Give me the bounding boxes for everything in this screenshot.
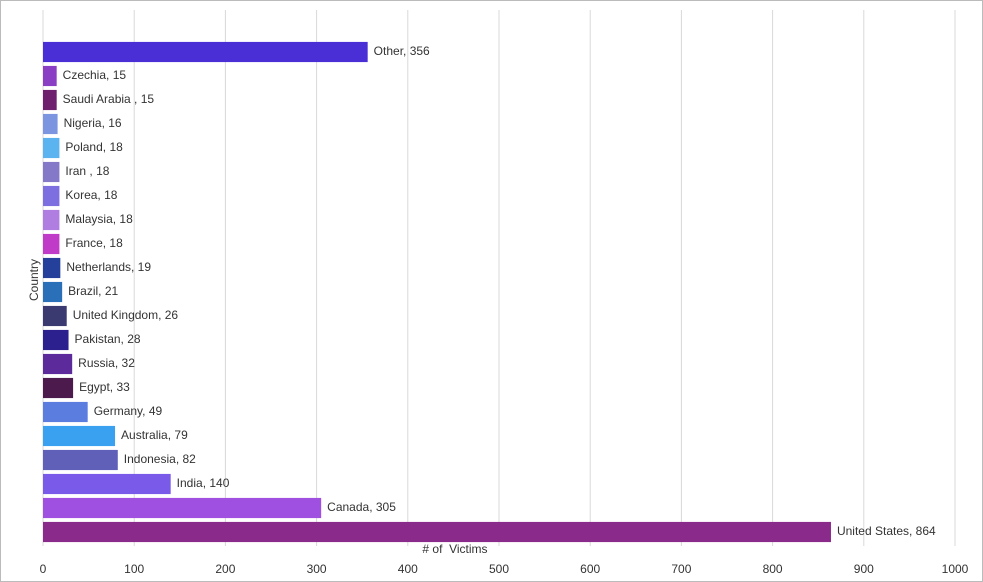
- data-label: Indonesia, 82: [124, 452, 196, 466]
- data-label: Nigeria, 16: [64, 116, 122, 130]
- bar: [43, 305, 67, 327]
- x-tick-label: 100: [124, 562, 144, 576]
- data-label: Netherlands, 19: [66, 260, 151, 274]
- data-label: Saudi Arabia , 15: [63, 92, 155, 106]
- data-label: Egypt, 33: [79, 380, 130, 394]
- data-label: Czechia, 15: [63, 68, 127, 82]
- bar: [43, 353, 73, 375]
- bar: [43, 497, 322, 519]
- bar: [43, 449, 118, 471]
- data-label: Australia, 79: [121, 428, 188, 442]
- x-tick-label: 600: [580, 562, 600, 576]
- data-label: United Kingdom, 26: [73, 308, 179, 322]
- x-tick-label: 1000: [942, 562, 969, 576]
- bar: [43, 377, 74, 399]
- bar: [43, 473, 171, 495]
- bar: [43, 329, 69, 351]
- x-tick-label: 300: [307, 562, 327, 576]
- bar: [43, 281, 63, 303]
- x-tick-label: 700: [671, 562, 691, 576]
- bar: [43, 41, 368, 63]
- data-label: Korea, 18: [65, 188, 117, 202]
- bar: [43, 401, 88, 423]
- x-tick-label: 400: [398, 562, 418, 576]
- data-label: Poland, 18: [65, 140, 123, 154]
- data-label: France, 18: [65, 236, 123, 250]
- x-tick-label: 800: [763, 562, 783, 576]
- bar: [43, 161, 60, 183]
- bar: [43, 65, 57, 87]
- x-tick-label: 500: [489, 562, 509, 576]
- data-label: Brazil, 21: [68, 284, 118, 298]
- data-label: Malaysia, 18: [65, 212, 133, 226]
- data-label: Other, 356: [374, 44, 430, 58]
- x-tick-label: 0: [40, 562, 47, 576]
- data-label: Iran , 18: [65, 164, 109, 178]
- data-label: Germany, 49: [94, 404, 163, 418]
- bar: [43, 113, 58, 135]
- bar: [43, 425, 116, 447]
- data-label: Canada, 305: [327, 500, 396, 514]
- bar: [43, 137, 60, 159]
- data-label: Russia, 32: [78, 356, 135, 370]
- bar: [43, 257, 61, 279]
- data-label: Pakistan, 28: [75, 332, 141, 346]
- bar: [43, 185, 60, 207]
- x-axis-label: # of Victims: [422, 542, 487, 556]
- bar: [43, 89, 57, 111]
- bar: [43, 209, 60, 231]
- x-tick-label: 900: [854, 562, 874, 576]
- bar: [43, 233, 60, 255]
- x-tick-label: 200: [215, 562, 235, 576]
- data-label: India, 140: [177, 476, 230, 490]
- data-label: United States, 864: [837, 524, 936, 538]
- bar: [43, 521, 831, 543]
- y-axis-label: Country: [27, 259, 41, 301]
